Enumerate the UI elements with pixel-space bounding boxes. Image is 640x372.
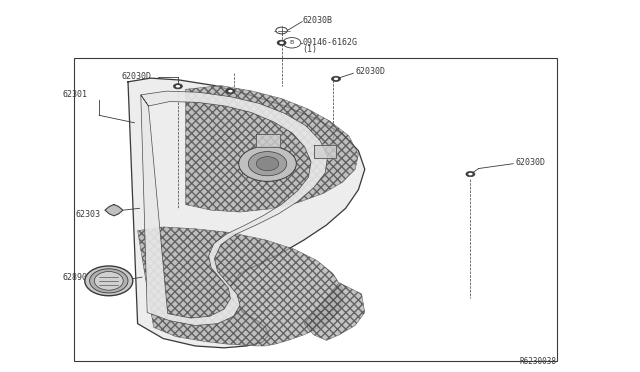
Ellipse shape — [256, 157, 279, 171]
Text: R6230038: R6230038 — [520, 357, 557, 366]
Circle shape — [466, 171, 475, 177]
Bar — [74, 58, 557, 361]
Text: 62303: 62303 — [76, 210, 100, 219]
Ellipse shape — [85, 266, 133, 296]
Circle shape — [277, 40, 286, 45]
Polygon shape — [141, 91, 328, 326]
Text: (1): (1) — [302, 45, 317, 54]
Text: B: B — [290, 40, 294, 45]
Text: 62030D: 62030D — [122, 72, 152, 81]
Circle shape — [468, 173, 472, 175]
Polygon shape — [128, 78, 365, 348]
Text: 62890M: 62890M — [63, 273, 93, 282]
Text: 09146-6162G: 09146-6162G — [302, 38, 357, 46]
Text: 62030D: 62030D — [355, 67, 385, 76]
Circle shape — [226, 89, 235, 94]
Text: 62030B: 62030B — [302, 16, 332, 25]
Ellipse shape — [248, 152, 287, 176]
Circle shape — [173, 84, 182, 89]
Ellipse shape — [90, 269, 128, 293]
Polygon shape — [186, 86, 358, 212]
Text: 62301: 62301 — [63, 90, 88, 99]
Polygon shape — [304, 283, 365, 340]
Circle shape — [334, 78, 339, 80]
Ellipse shape — [239, 146, 296, 182]
Circle shape — [280, 41, 284, 44]
Polygon shape — [138, 227, 342, 346]
Circle shape — [175, 85, 180, 87]
Polygon shape — [256, 134, 280, 147]
Text: 62030D: 62030D — [515, 158, 545, 167]
Circle shape — [332, 76, 340, 81]
Polygon shape — [105, 205, 123, 216]
Polygon shape — [314, 145, 336, 158]
Circle shape — [228, 90, 233, 92]
Ellipse shape — [95, 272, 124, 290]
